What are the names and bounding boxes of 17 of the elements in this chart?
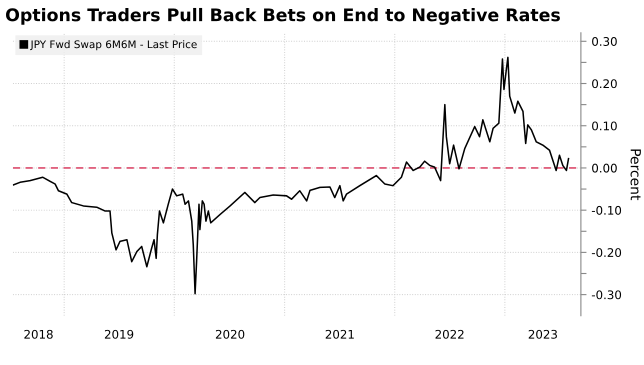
line-series [12,56,570,295]
x-tick-label: 2023 [528,330,557,339]
x-tick-label: 2020 [216,330,244,339]
y-tick-label: -0.10 [592,206,622,215]
y-tick-label: 0.10 [592,121,617,130]
x-tick-label: 2021 [326,330,354,339]
y-tick-label: 0.00 [592,164,617,173]
chart-title: Options Traders Pull Back Bets on End to Negative Rates [6,8,560,25]
x-tick-label: 2019 [104,330,134,339]
y-tick-label: -0.30 [592,290,622,300]
y-tick-label: -0.20 [592,248,622,258]
legend-label: JPY Fwd Swap 6M6M - Last Price [30,40,197,50]
y-tick-label: 0.20 [592,79,617,88]
x-tick-label: 2022 [436,330,464,339]
y-tick-label: 0.30 [592,37,617,46]
x-tick-label: 2018 [24,330,53,339]
y-axis-title: Percent [630,150,641,200]
